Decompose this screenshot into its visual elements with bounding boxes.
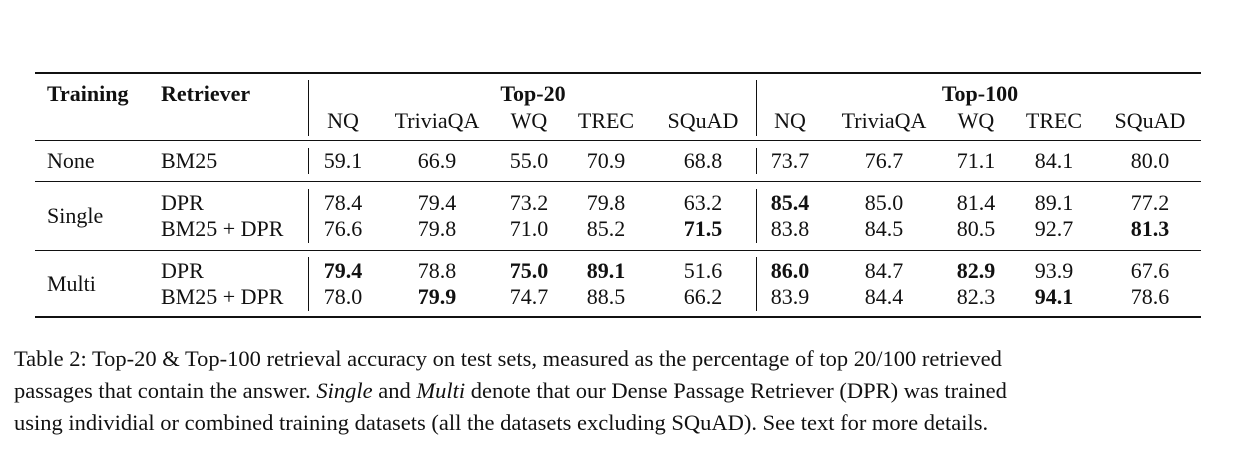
retriever-label: DPR [161, 190, 204, 215]
divider-top20-top100 [756, 80, 757, 136]
value-cell: 79.4 [417, 190, 457, 215]
value-cell: 71.5 [683, 216, 723, 241]
value-cell: 51.6 [683, 258, 723, 283]
value-cell: 83.9 [770, 284, 810, 309]
caption-line-1: Table 2: Top-20 & Top-100 retrieval accu… [14, 346, 1002, 371]
value-cell: 73.2 [509, 190, 549, 215]
column-divider [756, 189, 757, 243]
value-cell: 84.7 [864, 258, 904, 283]
caption-line-3: using individial or combined training da… [14, 410, 989, 435]
header-retriever: Retriever [161, 81, 251, 106]
value-cell: 68.8 [683, 148, 723, 173]
table-top-rule [35, 72, 1201, 74]
value-cell: 70.9 [586, 148, 626, 173]
value-cell: 79.9 [417, 284, 457, 309]
header-group-top100: Top-100 [941, 81, 1019, 106]
value-cell: 67.6 [1130, 258, 1170, 283]
value-cell: 81.4 [956, 190, 996, 215]
value-cell: 79.4 [323, 258, 363, 283]
table-caption: Table 2: Top-20 & Top-100 retrieval accu… [14, 343, 1224, 439]
value-cell: 77.2 [1130, 190, 1170, 215]
value-cell: 80.0 [1130, 148, 1170, 173]
value-cell: 71.1 [956, 148, 996, 173]
value-cell: 59.1 [323, 148, 363, 173]
value-cell: 78.4 [323, 190, 363, 215]
value-cell: 79.8 [417, 216, 457, 241]
header-top20-squad: SQuAD [667, 108, 739, 133]
header-group-top20: Top-20 [500, 81, 566, 106]
column-divider [756, 257, 757, 311]
value-cell: 78.6 [1130, 284, 1170, 309]
value-cell: 82.9 [956, 258, 996, 283]
value-cell: 75.0 [509, 258, 549, 283]
retriever-label: BM25 + DPR [161, 216, 284, 241]
section-rule-single [35, 250, 1201, 251]
value-cell: 81.3 [1130, 216, 1170, 241]
value-cell: 89.1 [1034, 190, 1074, 215]
value-cell: 79.8 [586, 190, 626, 215]
header-top100-trec: TREC [1025, 108, 1083, 133]
value-cell: 55.0 [509, 148, 549, 173]
header-top100-squad: SQuAD [1114, 108, 1186, 133]
table-bottom-rule [35, 316, 1201, 318]
header-top100-wq: WQ [957, 108, 995, 133]
value-cell: 85.4 [770, 190, 810, 215]
value-cell: 88.5 [586, 284, 626, 309]
column-divider [308, 148, 309, 174]
value-cell: 80.5 [956, 216, 996, 241]
value-cell: 74.7 [509, 284, 549, 309]
value-cell: 92.7 [1034, 216, 1074, 241]
header-top20-triviaqa: TriviaQA [394, 108, 480, 133]
value-cell: 84.5 [864, 216, 904, 241]
header-top100-triviaqa: TriviaQA [841, 108, 927, 133]
value-cell: 84.1 [1034, 148, 1074, 173]
value-cell: 86.0 [770, 258, 810, 283]
value-cell: 82.3 [956, 284, 996, 309]
caption-term-multi: Multi [416, 378, 466, 403]
divider-retriever-top20 [308, 80, 309, 136]
training-label: Multi [47, 271, 96, 296]
header-top100-nq: NQ [774, 108, 806, 133]
value-cell: 63.2 [683, 190, 723, 215]
value-cell: 89.1 [586, 258, 626, 283]
value-cell: 94.1 [1034, 284, 1074, 309]
value-cell: 83.8 [770, 216, 810, 241]
value-cell: 71.0 [509, 216, 549, 241]
header-top20-trec: TREC [577, 108, 635, 133]
header-bottom-rule [35, 140, 1201, 141]
caption-line-2-end: denote that our Dense Passage Retriever … [465, 378, 1007, 403]
value-cell: 85.0 [864, 190, 904, 215]
retriever-label: DPR [161, 258, 204, 283]
value-cell: 85.2 [586, 216, 626, 241]
value-cell: 78.0 [323, 284, 363, 309]
value-cell: 76.6 [323, 216, 363, 241]
caption-line-2: passages that contain the answer. Single… [14, 375, 1224, 407]
value-cell: 66.2 [683, 284, 723, 309]
caption-line-2-and: and [372, 378, 417, 403]
caption-line-2-start: passages that contain the answer. [14, 378, 317, 403]
retriever-label: BM25 [161, 148, 218, 173]
caption-term-single: Single [316, 378, 373, 403]
header-top20-wq: WQ [510, 108, 548, 133]
header-training: Training [47, 81, 129, 106]
column-divider [756, 148, 757, 174]
training-label: None [47, 148, 95, 173]
header-top20-nq: NQ [327, 108, 359, 133]
training-label: Single [47, 203, 104, 228]
column-divider [308, 189, 309, 243]
value-cell: 84.4 [864, 284, 904, 309]
value-cell: 73.7 [770, 148, 810, 173]
value-cell: 78.8 [417, 258, 457, 283]
section-rule-none [35, 181, 1201, 182]
value-cell: 66.9 [417, 148, 457, 173]
retriever-label: BM25 + DPR [161, 284, 284, 309]
value-cell: 76.7 [864, 148, 904, 173]
column-divider [308, 257, 309, 311]
value-cell: 93.9 [1034, 258, 1074, 283]
